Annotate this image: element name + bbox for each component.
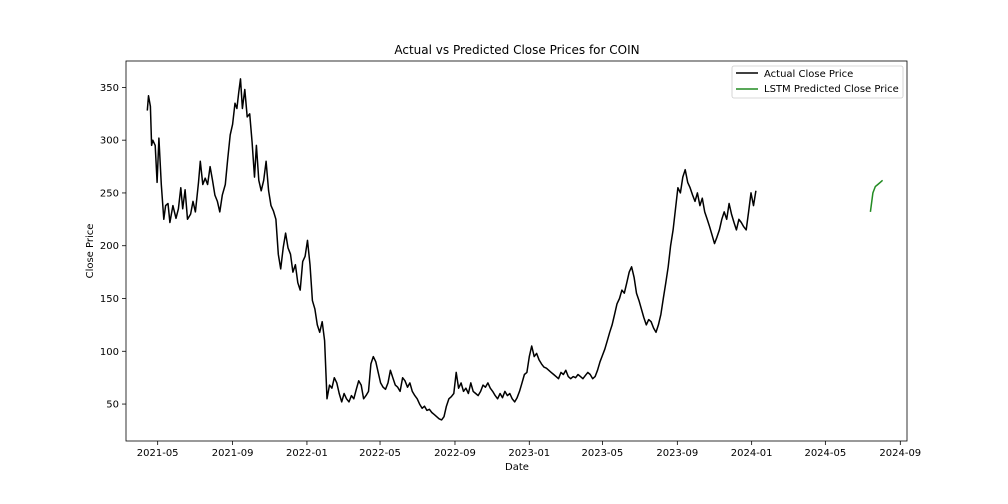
x-tick-label: 2023-05 bbox=[581, 448, 623, 459]
x-tick-label: 2023-09 bbox=[656, 448, 698, 459]
plot-area bbox=[126, 61, 907, 441]
x-axis-title: Date bbox=[505, 462, 529, 473]
legend-label-predicted: LSTM Predicted Close Price bbox=[764, 84, 899, 95]
x-tick-label: 2024-05 bbox=[804, 448, 846, 459]
x-tick-label: 2022-09 bbox=[434, 448, 476, 459]
legend-label-actual: Actual Close Price bbox=[764, 69, 853, 80]
x-tick-label: 2021-05 bbox=[137, 448, 179, 459]
chart-title: Actual vs Predicted Close Prices for COI… bbox=[394, 43, 639, 57]
y-tick-label: 300 bbox=[100, 136, 119, 147]
y-tick-label: 50 bbox=[106, 400, 119, 411]
y-tick-label: 200 bbox=[100, 241, 119, 252]
x-tick-label: 2022-01 bbox=[286, 448, 328, 459]
y-tick-label: 100 bbox=[100, 347, 119, 358]
x-tick-label: 2023-01 bbox=[508, 448, 550, 459]
y-tick-label: 150 bbox=[100, 294, 119, 305]
y-tick-label: 350 bbox=[100, 83, 119, 94]
x-tick-label: 2021-09 bbox=[212, 448, 254, 459]
x-tick-label: 2022-05 bbox=[359, 448, 401, 459]
y-tick-label: 250 bbox=[100, 188, 119, 199]
x-tick-label: 2024-09 bbox=[879, 448, 921, 459]
x-tick-label: 2024-01 bbox=[731, 448, 773, 459]
plot-frame bbox=[126, 61, 907, 441]
legend: Actual Close Price LSTM Predicted Close … bbox=[732, 66, 903, 98]
y-axis-title: Close Price bbox=[85, 224, 96, 279]
